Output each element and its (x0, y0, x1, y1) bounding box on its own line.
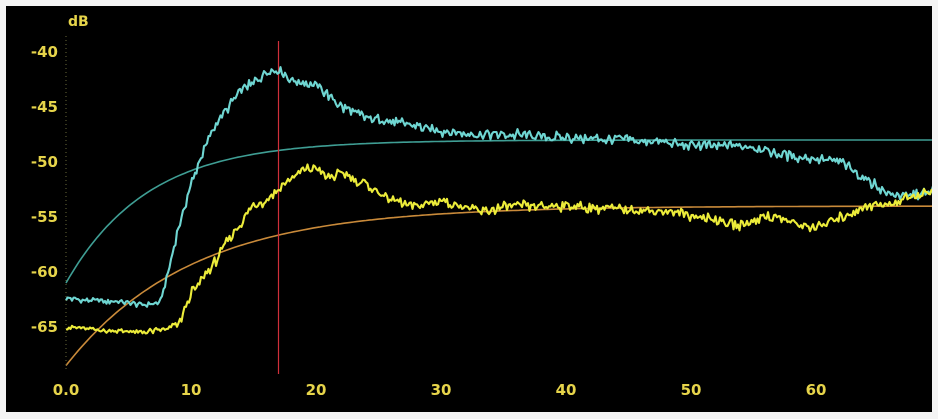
axes: dB -40 -45 -50 -55 -60 -65 0.0 10 20 30 40 50 60 (31, 14, 827, 399)
cyan-fit-curve (65, 139, 932, 284)
fit-curves (65, 139, 932, 366)
cyan-series-line (65, 66, 932, 308)
y-tick-label: -65 (31, 318, 58, 336)
x-tick-label: 10 (181, 381, 202, 399)
x-tick-label: 20 (306, 381, 327, 399)
x-tick-label: 40 (556, 381, 577, 399)
y-tick-label: -60 (31, 263, 58, 281)
y-axis-unit-label: dB (68, 14, 89, 30)
yellow-fit-curve (65, 205, 932, 366)
y-tick-label: -50 (31, 153, 58, 171)
x-tick-label: 50 (681, 381, 702, 399)
x-tick-label: 30 (431, 381, 452, 399)
x-tick-label: 0.0 (53, 381, 80, 399)
x-tick-label: 60 (806, 381, 827, 399)
y-tick-label: -40 (31, 43, 58, 61)
yellow-series-line (65, 163, 932, 335)
level-chart: dB -40 -45 -50 -55 -60 -65 0.0 10 20 30 40 50 60 (31, 14, 932, 399)
measured-series (65, 66, 932, 335)
plot-area: dB -40 -45 -50 -55 -60 -65 0.0 10 20 30 40 50 60 (6, 6, 932, 412)
y-tick-label: -55 (31, 208, 58, 226)
y-tick-label: -45 (31, 98, 58, 116)
